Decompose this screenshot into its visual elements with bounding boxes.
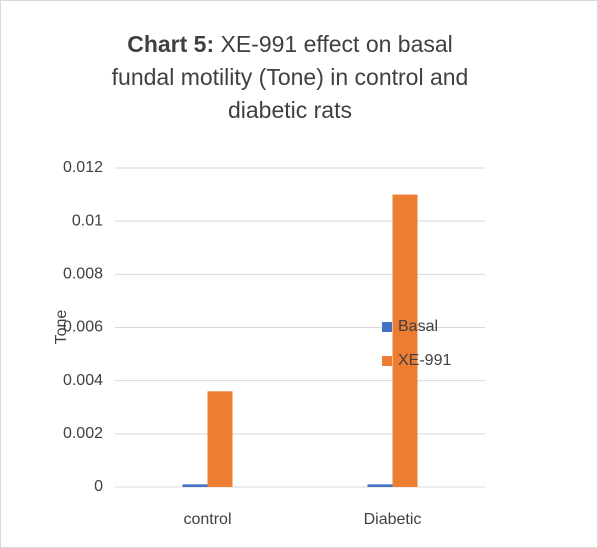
bar bbox=[367, 484, 393, 487]
bar bbox=[392, 194, 418, 488]
x-tick-label: control bbox=[183, 511, 231, 528]
y-tick-label: 0.006 bbox=[63, 319, 103, 336]
y-tick-label: 0.004 bbox=[63, 372, 103, 389]
y-tick-label: 0.008 bbox=[63, 266, 103, 283]
y-tick-label: 0.002 bbox=[63, 425, 103, 442]
legend-swatch bbox=[382, 322, 392, 332]
y-tick-label: 0.012 bbox=[63, 159, 103, 176]
y-tick-label: 0.01 bbox=[72, 212, 103, 229]
legend-swatch bbox=[382, 356, 392, 366]
bar bbox=[207, 391, 233, 487]
y-tick-label: 0 bbox=[94, 478, 103, 495]
x-tick-label: Diabetic bbox=[364, 511, 422, 528]
title-lead: Chart 5: bbox=[127, 31, 215, 57]
y-axis-label: Tone bbox=[53, 310, 70, 345]
legend-label: XE-991 bbox=[398, 352, 451, 369]
legend-label: Basal bbox=[398, 318, 438, 335]
bar bbox=[182, 484, 208, 487]
chart-title: Chart 5: XE-991 effect on basal fundal m… bbox=[100, 28, 480, 127]
title-text: XE-991 effect on basal fundal motility (… bbox=[111, 31, 469, 123]
